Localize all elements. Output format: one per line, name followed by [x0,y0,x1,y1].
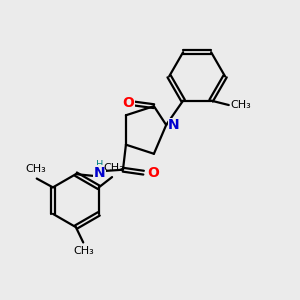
Text: O: O [122,96,134,110]
Text: CH₃: CH₃ [230,100,251,110]
Text: CH₃: CH₃ [103,163,124,173]
Text: N: N [94,166,105,180]
Text: N: N [168,118,179,132]
Text: O: O [147,166,159,180]
Text: H: H [96,160,103,170]
Text: CH₃: CH₃ [25,164,46,174]
Text: CH₃: CH₃ [74,246,94,256]
